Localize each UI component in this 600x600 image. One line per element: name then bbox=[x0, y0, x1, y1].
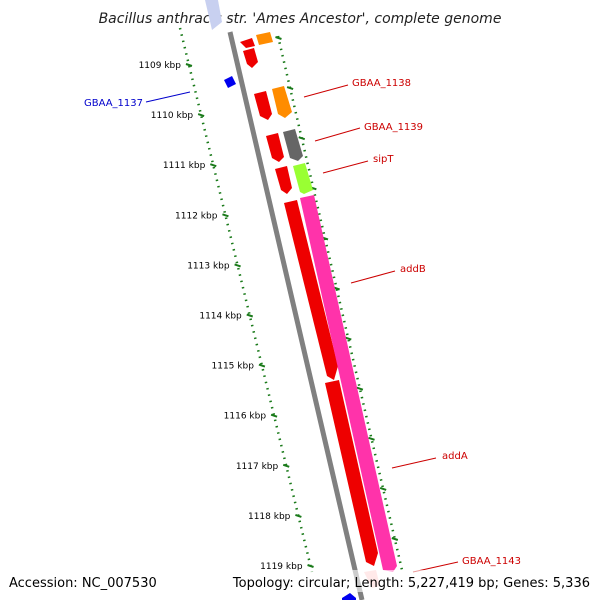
callout-gbaa1139-line bbox=[314, 127, 361, 142]
tick-label: 1111 kbp bbox=[163, 161, 206, 171]
gene-red-4[interactable] bbox=[266, 133, 284, 162]
tick-mark-outer bbox=[391, 537, 399, 541]
label-gbaa1143[interactable]: GBAA_1143 bbox=[462, 556, 521, 567]
tick-mark-inner bbox=[209, 163, 217, 168]
accession-text: Accession: NC_007530 bbox=[9, 576, 157, 591]
callout-sipT-line bbox=[322, 160, 369, 174]
label-sipT[interactable]: sipT bbox=[373, 154, 394, 165]
tick-marks: 1109 kbp 1110 kbp 1111 kbp 1112 kbp 1113 kbp… bbox=[139, 36, 399, 572]
tick-mark-outer bbox=[275, 36, 282, 40]
gene-red-addA-strand[interactable] bbox=[325, 380, 378, 566]
tick-mark-outer bbox=[298, 136, 306, 141]
gene-addB-addA-pink[interactable] bbox=[300, 195, 397, 572]
tick-label: 1119 kbp bbox=[260, 562, 303, 572]
tick-label: 1118 kbp bbox=[248, 512, 291, 522]
tick-mark-inner bbox=[246, 313, 254, 318]
genome-backbone bbox=[227, 31, 365, 600]
callout-addA-line bbox=[391, 457, 437, 469]
gene-bottom-blue[interactable] bbox=[342, 593, 356, 600]
gene-small-orange-1[interactable] bbox=[256, 32, 273, 45]
tick-mark-outer bbox=[344, 336, 352, 341]
tick-mark-outer bbox=[368, 436, 375, 441]
tick-label: 1112 kbp bbox=[175, 211, 218, 221]
gene-callouts: GBAA_1137 GBAA_1138 GBAA_1139 sipT addB … bbox=[84, 78, 521, 573]
label-gbaa1139[interactable]: GBAA_1139 bbox=[364, 122, 423, 133]
tick-label: 1116 kbp bbox=[224, 412, 267, 422]
gene-red-3[interactable] bbox=[254, 91, 272, 120]
callout-addB-line bbox=[350, 270, 396, 284]
gene-red-addB-strand[interactable] bbox=[284, 200, 338, 380]
tick-scale bbox=[178, 27, 404, 573]
gene-gbaa1137[interactable] bbox=[224, 76, 236, 88]
tick-label: 1110 kbp bbox=[151, 111, 194, 121]
tick-mark-inner bbox=[295, 513, 302, 518]
tick-mark-inner bbox=[258, 363, 266, 368]
label-gbaa1138[interactable]: GBAA_1138 bbox=[352, 78, 411, 89]
gene-gbaa1139[interactable] bbox=[283, 129, 303, 161]
tick-mark-inner bbox=[222, 213, 229, 218]
gene-partial-lightblue[interactable] bbox=[205, 0, 222, 30]
tick-mark-inner bbox=[307, 564, 314, 568]
tick-mark-outer bbox=[286, 86, 294, 91]
gene-sipT[interactable] bbox=[293, 163, 313, 194]
callout-gbaa1138-line bbox=[303, 84, 349, 98]
tick-label: 1109 kbp bbox=[139, 61, 182, 71]
genome-summary-text: Topology: circular; Length: 5,227,419 bp… bbox=[232, 576, 590, 591]
gene-red-2[interactable] bbox=[243, 48, 258, 68]
tick-mark-inner bbox=[197, 113, 205, 118]
map-title: Bacillus anthracis str. 'Ames Ancestor',… bbox=[99, 11, 502, 27]
tick-label: 1117 kbp bbox=[236, 462, 279, 472]
tick-mark-outer bbox=[379, 486, 387, 491]
gene-features bbox=[205, 0, 397, 600]
tick-mark-inner bbox=[282, 463, 290, 468]
tick-mark-inner bbox=[185, 63, 193, 67]
callout-gbaa1137-line bbox=[145, 91, 191, 103]
tick-mark-inner bbox=[270, 413, 278, 418]
tick-mark-inner bbox=[234, 263, 241, 268]
gene-small-red-1[interactable] bbox=[240, 38, 255, 48]
tick-mark-outer bbox=[356, 386, 364, 391]
gene-red-5[interactable] bbox=[275, 166, 292, 194]
gene-gbaa1138[interactable] bbox=[272, 86, 292, 118]
label-addA[interactable]: addA bbox=[442, 451, 468, 462]
footer-backdrop bbox=[0, 570, 600, 592]
outer-tick-dots bbox=[276, 35, 404, 571]
label-gbaa1137[interactable]: GBAA_1137 bbox=[84, 98, 143, 109]
inner-tick-dots bbox=[178, 27, 314, 573]
label-addB[interactable]: addB bbox=[400, 264, 426, 275]
tick-label: 1113 kbp bbox=[187, 261, 230, 271]
tick-label: 1114 kbp bbox=[199, 312, 242, 322]
tick-label: 1115 kbp bbox=[212, 362, 255, 372]
